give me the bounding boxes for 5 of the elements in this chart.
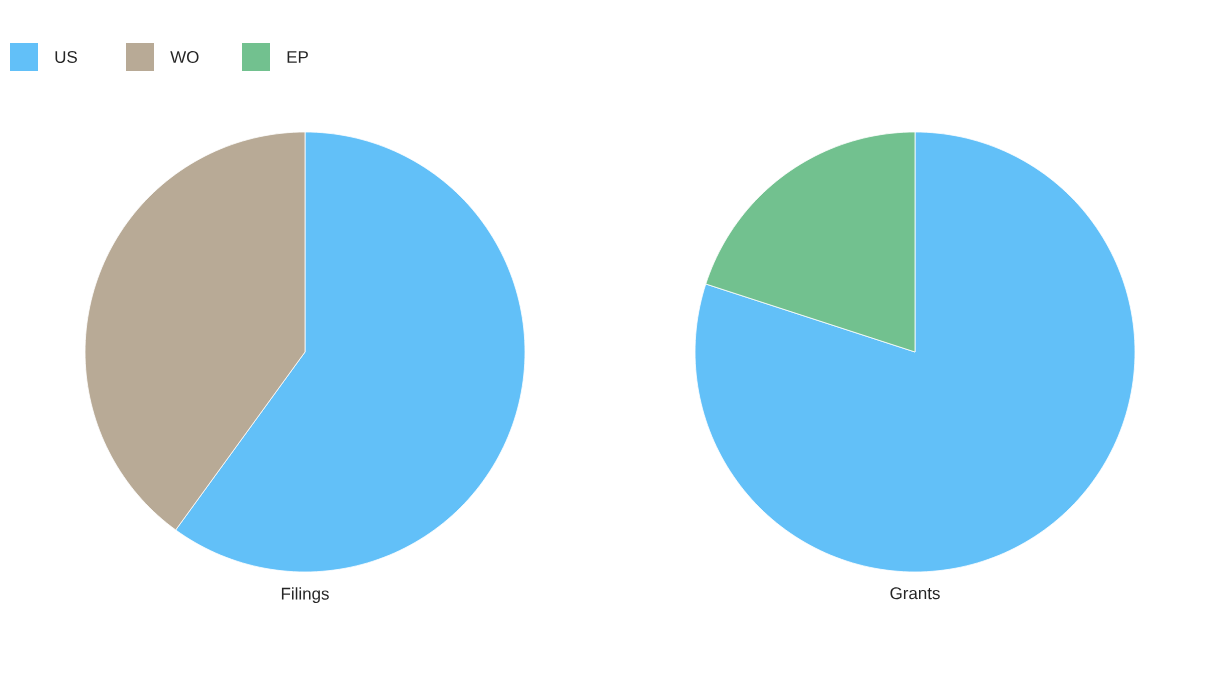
- text: Grants: [890, 587, 940, 600]
- legend-label: EP: [287, 51, 308, 63]
- legend-label: WO: [170, 50, 199, 63]
- text: Filings: [281, 587, 329, 604]
- legend-label: US: [55, 50, 77, 63]
